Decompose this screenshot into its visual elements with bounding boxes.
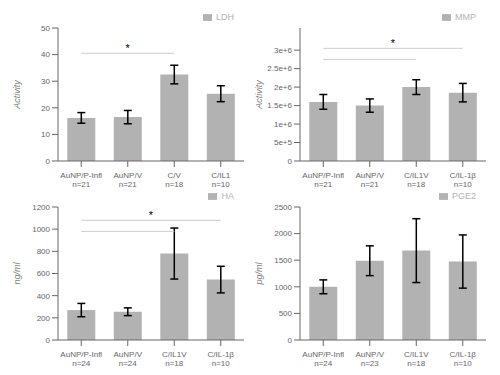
svg-text:C/IL-1βn=10: C/IL-1βn=10 (450, 171, 477, 187)
svg-text:C/IL1n=10: C/IL1n=10 (211, 171, 231, 187)
svg-text:0: 0 (46, 157, 51, 166)
svg-text:50: 50 (41, 24, 50, 33)
svg-text:0: 0 (288, 157, 293, 166)
svg-text:AuNP/P-Infln=24: AuNP/P-Infln=24 (60, 350, 102, 366)
svg-text:0: 0 (288, 336, 293, 345)
svg-text:AuNP/Vn=21: AuNP/Vn=21 (114, 171, 143, 187)
svg-text:2500: 2500 (274, 203, 292, 212)
svg-text:200: 200 (37, 314, 51, 323)
svg-text:*: * (126, 42, 131, 54)
svg-text:3e+6: 3e+6 (274, 46, 293, 55)
svg-text:20: 20 (41, 104, 50, 113)
svg-text:C/Vn=18: C/Vn=18 (165, 171, 184, 187)
svg-text:1e+6: 1e+6 (274, 120, 293, 129)
svg-text:10: 10 (41, 130, 50, 139)
svg-text:ng/ml: ng/ml (12, 261, 22, 284)
html-text:HA: HA (221, 191, 234, 201)
svg-text:pg/ml: pg/ml (254, 261, 264, 285)
svg-text:AuNP/Vn=23: AuNP/Vn=23 (356, 350, 385, 366)
svg-text:AuNP/Vn=24: AuNP/Vn=24 (114, 350, 143, 366)
svg-text:0: 0 (46, 336, 51, 345)
svg-text:1.5e+6: 1.5e+6 (267, 101, 292, 110)
svg-text:2e+6: 2e+6 (274, 83, 293, 92)
html-text:MMP: MMP (455, 12, 476, 22)
svg-text:5e+5: 5e+5 (274, 138, 293, 147)
svg-text:C/IL1Vn=18: C/IL1Vn=18 (162, 350, 187, 366)
svg-text:AuNP/P-Infln=21: AuNP/P-Infln=21 (60, 171, 102, 187)
svg-text:AuNP/P-Infln=24: AuNP/P-Infln=24 (302, 350, 344, 366)
svg-text:1000: 1000 (32, 225, 50, 234)
svg-text:40: 40 (41, 50, 50, 59)
svg-text:C/IL-1βn=10: C/IL-1βn=10 (208, 350, 235, 366)
svg-text:2.5e+6: 2.5e+6 (267, 64, 292, 73)
svg-text:30: 30 (41, 77, 50, 86)
svg-text:Activity: Activity (12, 80, 22, 110)
svg-text:500: 500 (279, 309, 293, 318)
svg-text:400: 400 (37, 292, 51, 301)
svg-text:2000: 2000 (274, 229, 292, 238)
svg-text:*: * (149, 209, 154, 221)
svg-text:AuNP/Vn=21: AuNP/Vn=21 (356, 171, 385, 187)
svg-text:AuNP/P-Infln=21: AuNP/P-Infln=21 (302, 171, 344, 187)
svg-text:C/IL1Vn=18: C/IL1Vn=18 (404, 171, 429, 187)
svg-text:1000: 1000 (274, 283, 292, 292)
svg-text:C/IL-1βn=10: C/IL-1βn=10 (450, 350, 477, 366)
svg-text:1200: 1200 (32, 203, 50, 212)
svg-text:Activity: Activity (254, 80, 264, 110)
html-text:PGE2: PGE2 (452, 191, 476, 201)
svg-text:600: 600 (37, 269, 51, 278)
svg-text:*: * (391, 37, 396, 49)
svg-text:C/IL1Vn=18: C/IL1Vn=18 (404, 350, 429, 366)
svg-text:800: 800 (37, 247, 51, 256)
svg-text:1500: 1500 (274, 256, 292, 265)
html-text:LDH: LDH (216, 12, 234, 22)
